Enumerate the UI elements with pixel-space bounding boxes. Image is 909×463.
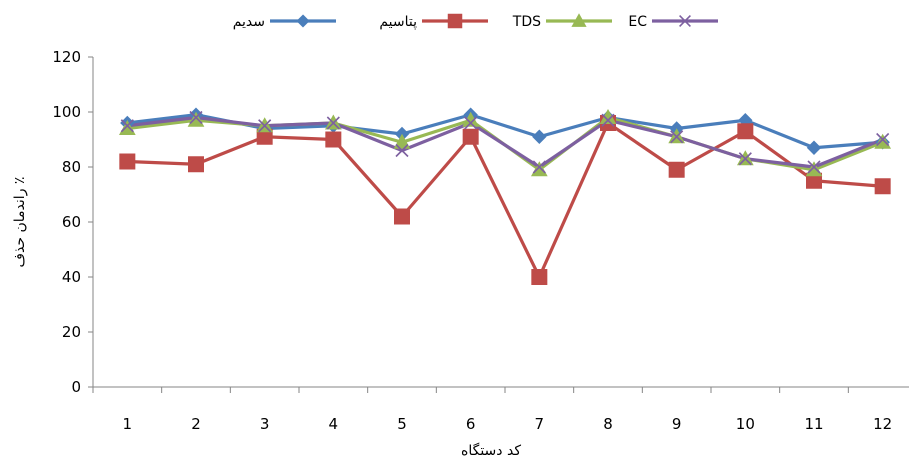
x-tick-label: 6	[466, 415, 476, 433]
data-point-diamond	[296, 14, 310, 28]
data-point-square	[462, 128, 479, 145]
x-tick-label: 11	[804, 415, 823, 433]
data-point-square	[668, 161, 685, 178]
data-point-x	[532, 160, 546, 174]
data-point-x	[601, 113, 615, 127]
series-line	[127, 113, 883, 150]
x-tick-label: 5	[397, 415, 407, 433]
y-tick-label: 100	[52, 103, 81, 121]
y-tick-label: 80	[62, 158, 81, 176]
x-tick-label: 2	[191, 415, 201, 433]
data-point-triangle	[874, 133, 892, 149]
data-point-triangle	[805, 161, 823, 177]
x-tick-label: 9	[672, 415, 682, 433]
y-tick-label: 0	[71, 378, 81, 396]
data-point-x	[258, 119, 272, 133]
data-point-x	[738, 152, 752, 166]
legend-label: پتاسیم	[379, 14, 417, 30]
data-point-square	[447, 13, 463, 29]
data-point-x	[395, 143, 409, 158]
data-point-x	[670, 130, 684, 144]
data-point-square	[531, 269, 548, 285]
y-tick-label: 40	[62, 268, 81, 286]
data-point-x	[876, 132, 890, 147]
series-line	[127, 121, 883, 279]
data-point-square	[874, 178, 891, 195]
x-tick-label: 4	[329, 415, 339, 433]
axes	[88, 56, 909, 393]
series-line	[127, 115, 884, 169]
y-tick-label: 20	[62, 323, 81, 341]
legend-label: TDS	[512, 14, 541, 30]
x-tick-label: 7	[535, 415, 545, 433]
data-point-diamond	[532, 129, 547, 144]
data-point-square	[394, 208, 410, 225]
data-point-square	[119, 153, 136, 170]
data-point-x	[120, 119, 134, 133]
data-point-x	[679, 15, 691, 27]
data-point-x	[807, 160, 821, 174]
legend: سدیم پتاسیم TDS EC	[233, 13, 718, 30]
data-point-square	[325, 131, 342, 148]
data-point-x	[326, 116, 340, 130]
data-point-triangle	[530, 161, 548, 177]
data-point-triangle	[393, 133, 411, 149]
y-tick-label: 60	[62, 213, 81, 231]
x-tick-label: 10	[736, 415, 755, 433]
legend-label: EC	[628, 14, 647, 30]
data-point-square	[737, 123, 754, 140]
data-point-square	[188, 156, 204, 173]
data-point-triangle	[187, 111, 205, 127]
y-axis-title: راندمان حذف ٪	[12, 177, 28, 268]
x-axis-title: کد دستگاه	[461, 442, 521, 459]
data-point-triangle	[571, 13, 587, 27]
y-tick-label: 120	[52, 48, 81, 66]
x-tick-label: 1	[123, 415, 133, 433]
x-tick-label: 8	[603, 415, 613, 433]
data-point-x	[464, 116, 478, 130]
data-point-triangle	[118, 119, 136, 135]
data-point-diamond	[806, 140, 822, 155]
x-tick-label: 3	[260, 415, 270, 433]
x-tick-label: 12	[873, 415, 892, 433]
data-point-x	[189, 110, 203, 125]
plot-area	[118, 107, 892, 285]
legend-label: سدیم	[233, 14, 265, 30]
